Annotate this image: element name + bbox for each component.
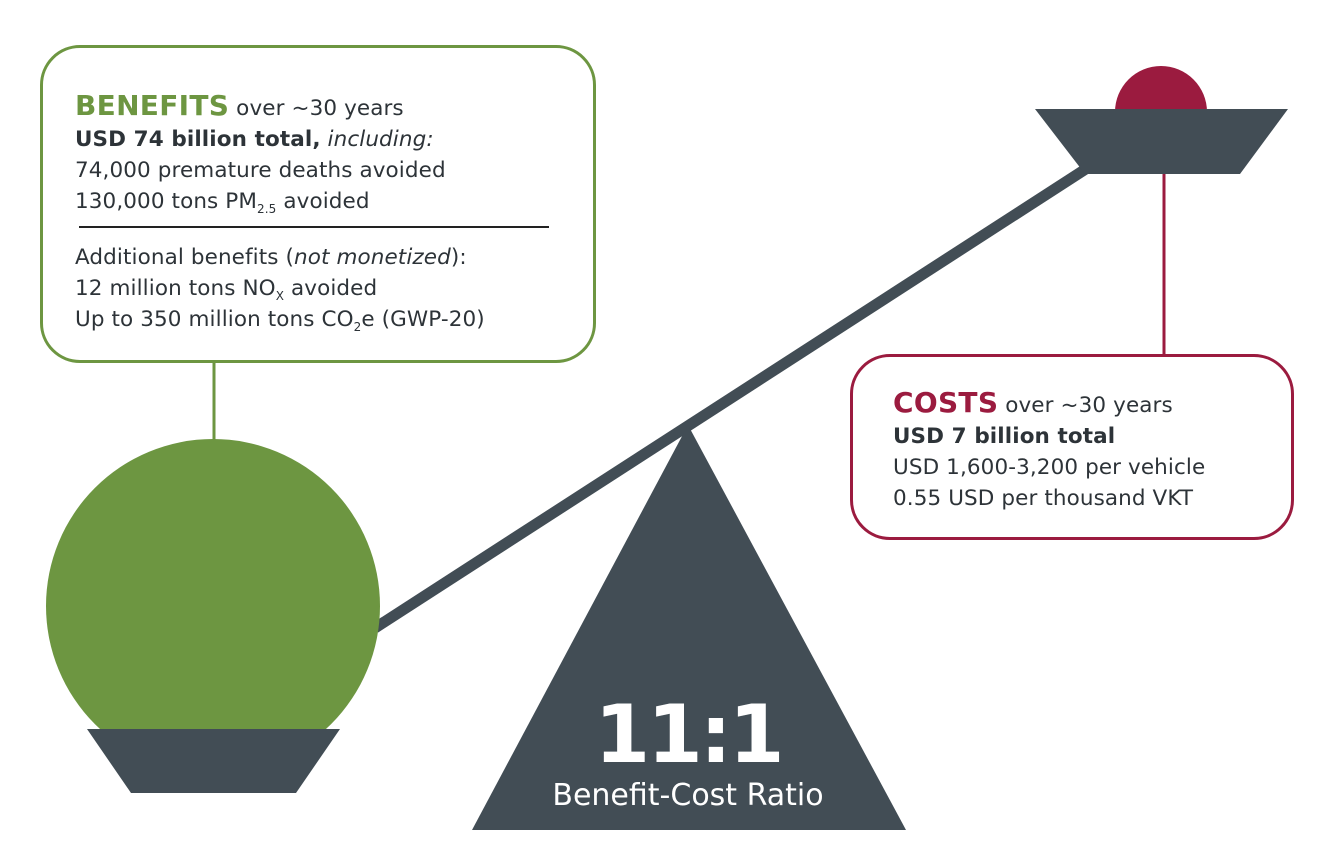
- benefits-weight: [46, 439, 380, 773]
- benefits-total-line: USD 74 billion total, including:: [75, 124, 446, 155]
- benefits-divider: [79, 226, 549, 228]
- co2-suffix: e (GWP-20): [361, 307, 485, 332]
- benefits-pan: [87, 729, 340, 793]
- nox-line: 12 million tons NOX avoided: [75, 273, 485, 304]
- benefits-pm-line: 130,000 tons PM2.5 avoided: [75, 186, 446, 217]
- costs-box: COSTS over ~30 years USD 7 billion total…: [850, 354, 1294, 540]
- ratio-value: 11:1: [594, 688, 785, 781]
- costs-period: over ~30 years: [998, 393, 1173, 418]
- costs-title-line: COSTS over ~30 years: [893, 387, 1205, 421]
- pm-subscript: 2.5: [257, 202, 277, 216]
- costs-weight: [1115, 66, 1207, 112]
- benefits-heading: BENEFITS: [75, 89, 230, 122]
- nox-suffix: avoided: [284, 276, 378, 301]
- nox-subscript: X: [275, 289, 285, 303]
- benefits-title-line: BENEFITS over ~30 years: [75, 90, 446, 124]
- scale-beam: [372, 158, 1098, 633]
- benefits-including: including:: [327, 127, 434, 152]
- co2-line: Up to 350 million tons CO2e (GWP-20): [75, 304, 485, 335]
- ratio-label: Benefit-Cost Ratio: [552, 778, 824, 813]
- co2-prefix: Up to 350 million tons CO: [75, 307, 354, 332]
- pm-prefix: 130,000 tons PM: [75, 189, 258, 214]
- additional-suffix: ):: [450, 245, 467, 270]
- co2-subscript: 2: [353, 320, 362, 334]
- costs-total: USD 7 billion total: [893, 424, 1116, 449]
- benefits-total: USD 74 billion total,: [75, 127, 321, 152]
- benefits-box: BENEFITS over ~30 years USD 74 billion t…: [40, 45, 596, 363]
- benefits-period: over ~30 years: [229, 96, 404, 121]
- costs-heading: COSTS: [893, 386, 999, 419]
- additional-benefits-line: Additional benefits (not monetized):: [75, 242, 485, 273]
- costs-per-vkt: 0.55 USD per thousand VKT: [893, 486, 1194, 511]
- benefits-deaths: 74,000 premature deaths avoided: [75, 158, 446, 183]
- pm-suffix: avoided: [276, 189, 370, 214]
- additional-italic: not monetized: [294, 245, 451, 270]
- costs-per-vehicle: USD 1,600-3,200 per vehicle: [893, 455, 1206, 480]
- costs-pan: [1035, 109, 1288, 174]
- additional-prefix: Additional benefits (: [75, 245, 294, 270]
- nox-prefix: 12 million tons NO: [75, 276, 276, 301]
- fulcrum-triangle: [472, 425, 906, 830]
